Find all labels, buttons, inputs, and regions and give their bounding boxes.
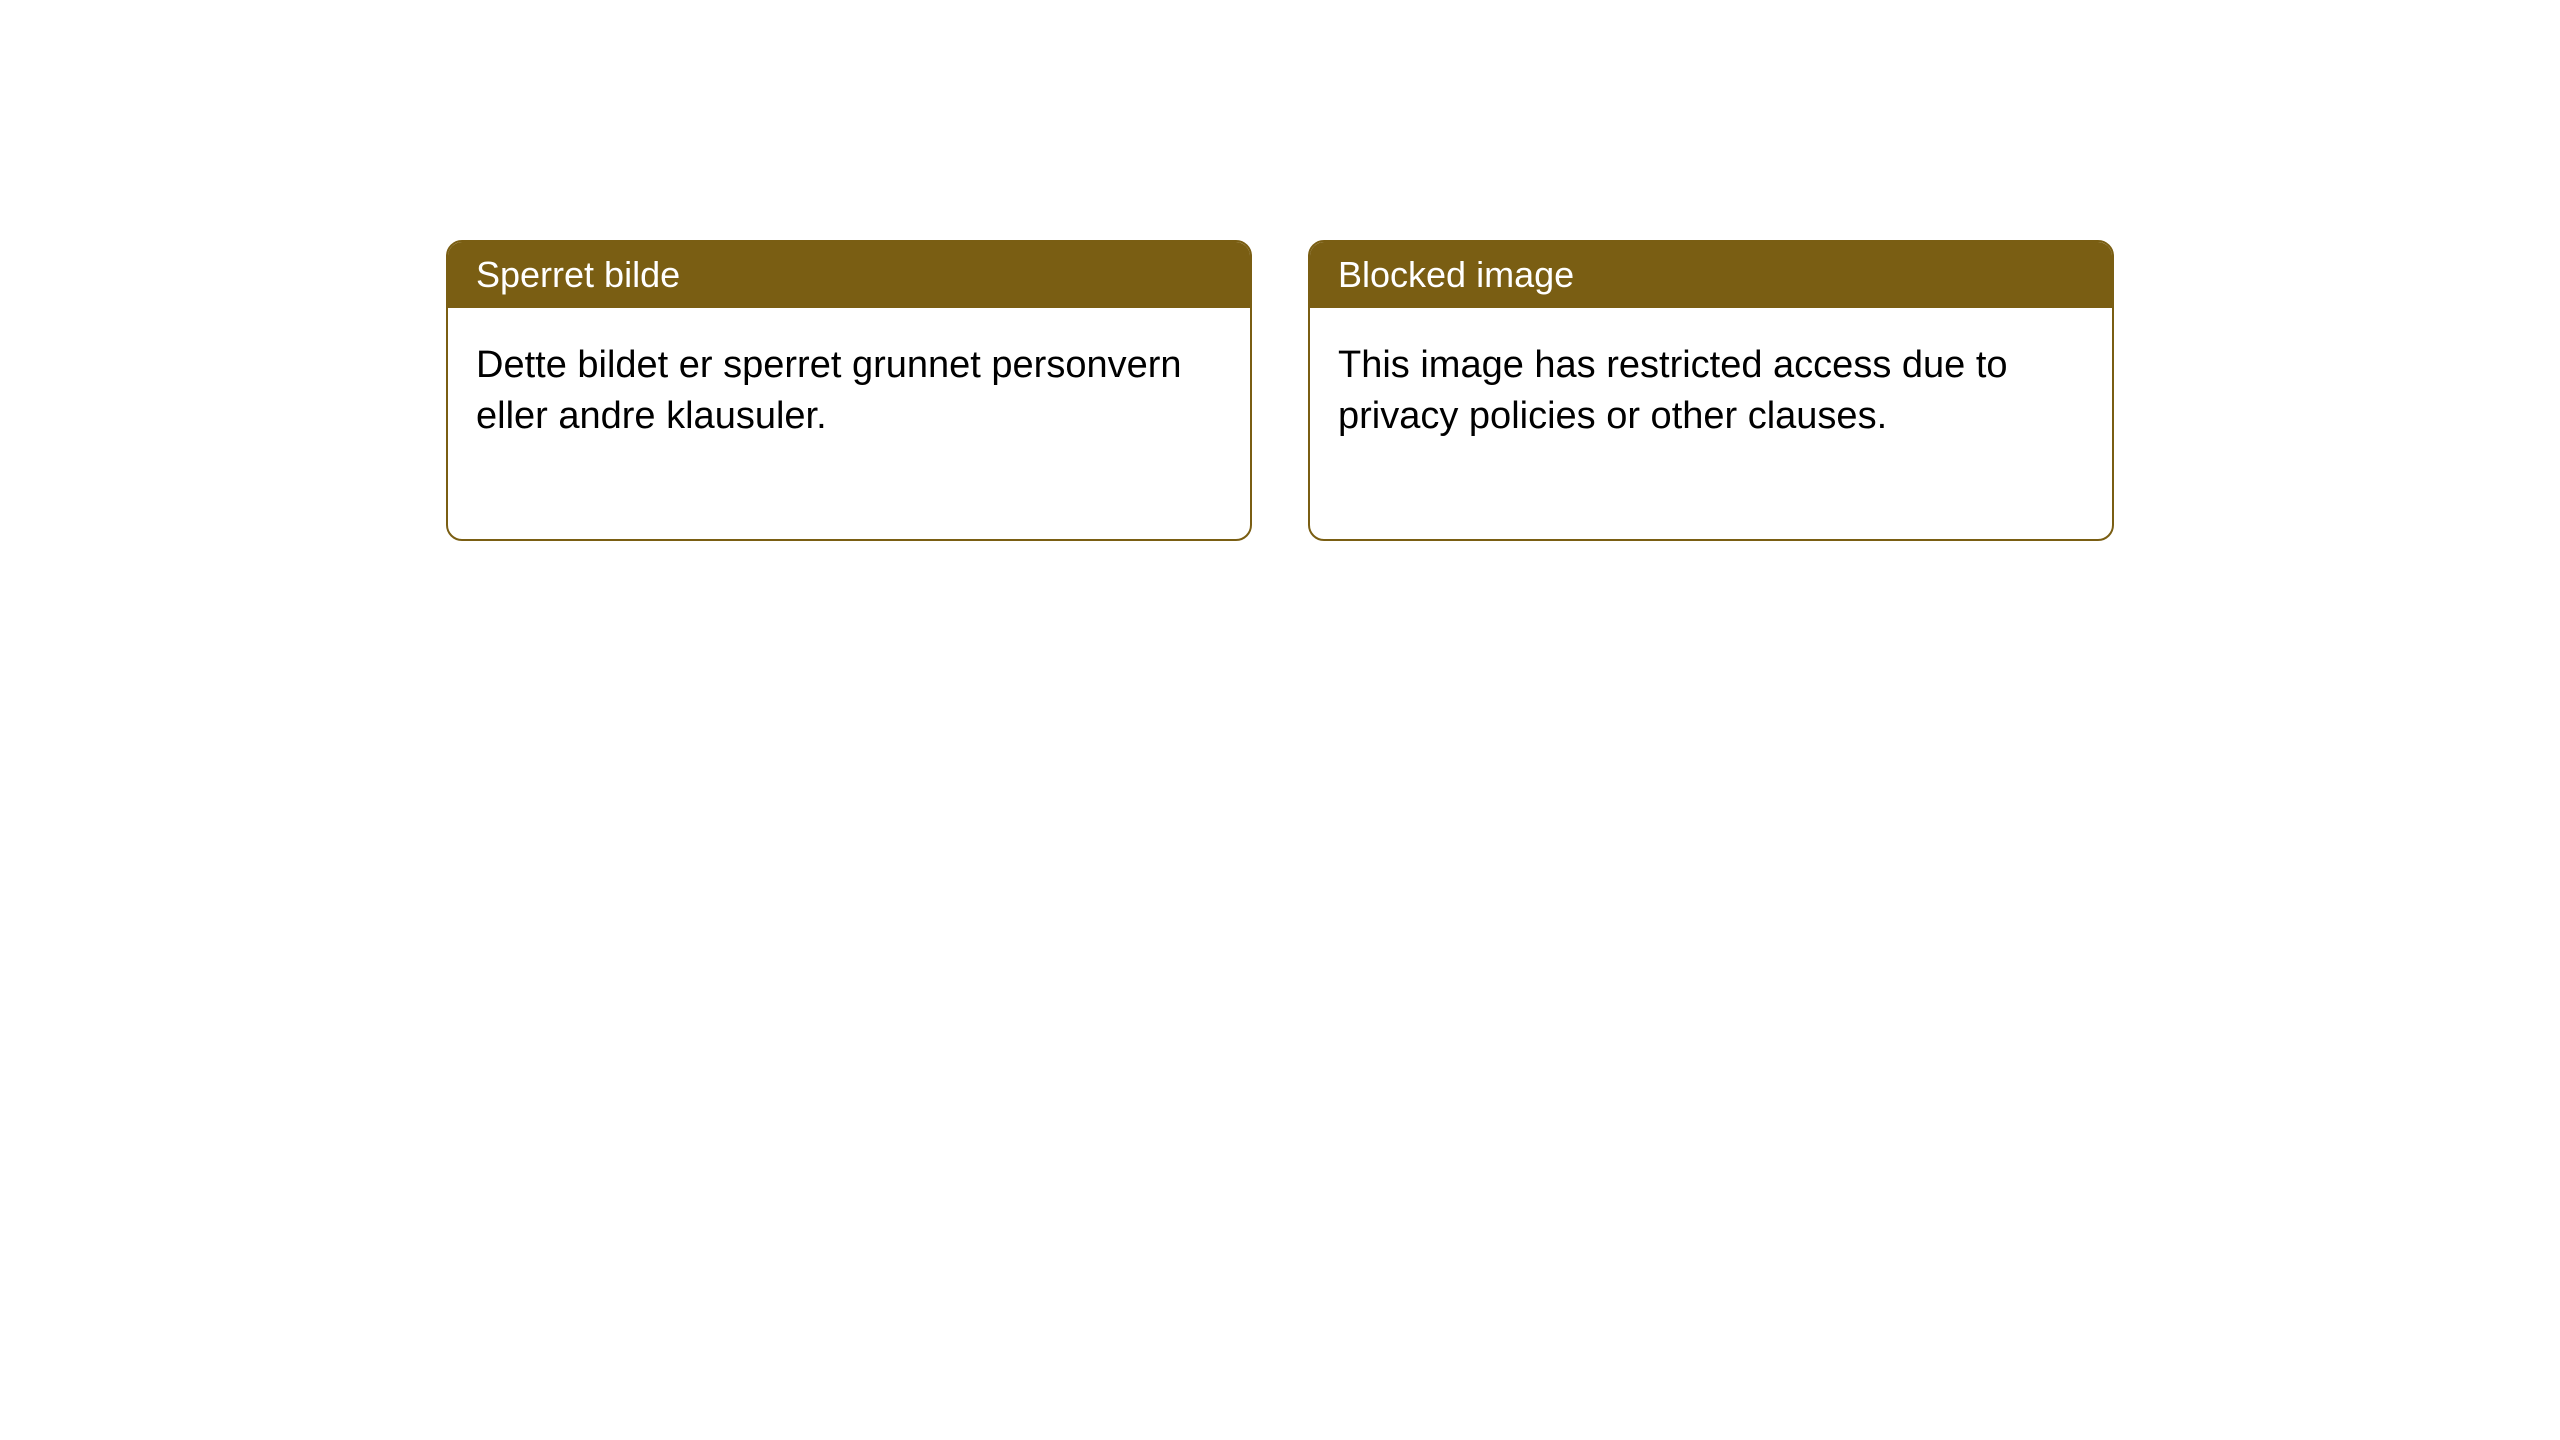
notice-title: Sperret bilde: [476, 254, 680, 295]
notice-title: Blocked image: [1338, 254, 1574, 295]
notice-header: Blocked image: [1310, 242, 2112, 308]
notice-body: Dette bildet er sperret grunnet personve…: [448, 308, 1250, 539]
notice-body: This image has restricted access due to …: [1310, 308, 2112, 539]
notice-container: Sperret bilde Dette bildet er sperret gr…: [446, 240, 2114, 541]
notice-text: This image has restricted access due to …: [1338, 344, 2008, 437]
notice-card-norwegian: Sperret bilde Dette bildet er sperret gr…: [446, 240, 1252, 541]
notice-card-english: Blocked image This image has restricted …: [1308, 240, 2114, 541]
notice-header: Sperret bilde: [448, 242, 1250, 308]
notice-text: Dette bildet er sperret grunnet personve…: [476, 344, 1182, 437]
